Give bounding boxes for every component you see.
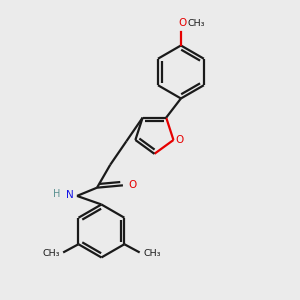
- Text: N: N: [66, 190, 74, 200]
- Text: H: H: [53, 190, 61, 200]
- Text: O: O: [176, 135, 184, 145]
- Text: O: O: [128, 180, 136, 190]
- Text: O: O: [178, 18, 187, 28]
- Text: CH₃: CH₃: [143, 249, 161, 258]
- Text: CH₃: CH₃: [42, 249, 59, 258]
- Text: CH₃: CH₃: [188, 19, 205, 28]
